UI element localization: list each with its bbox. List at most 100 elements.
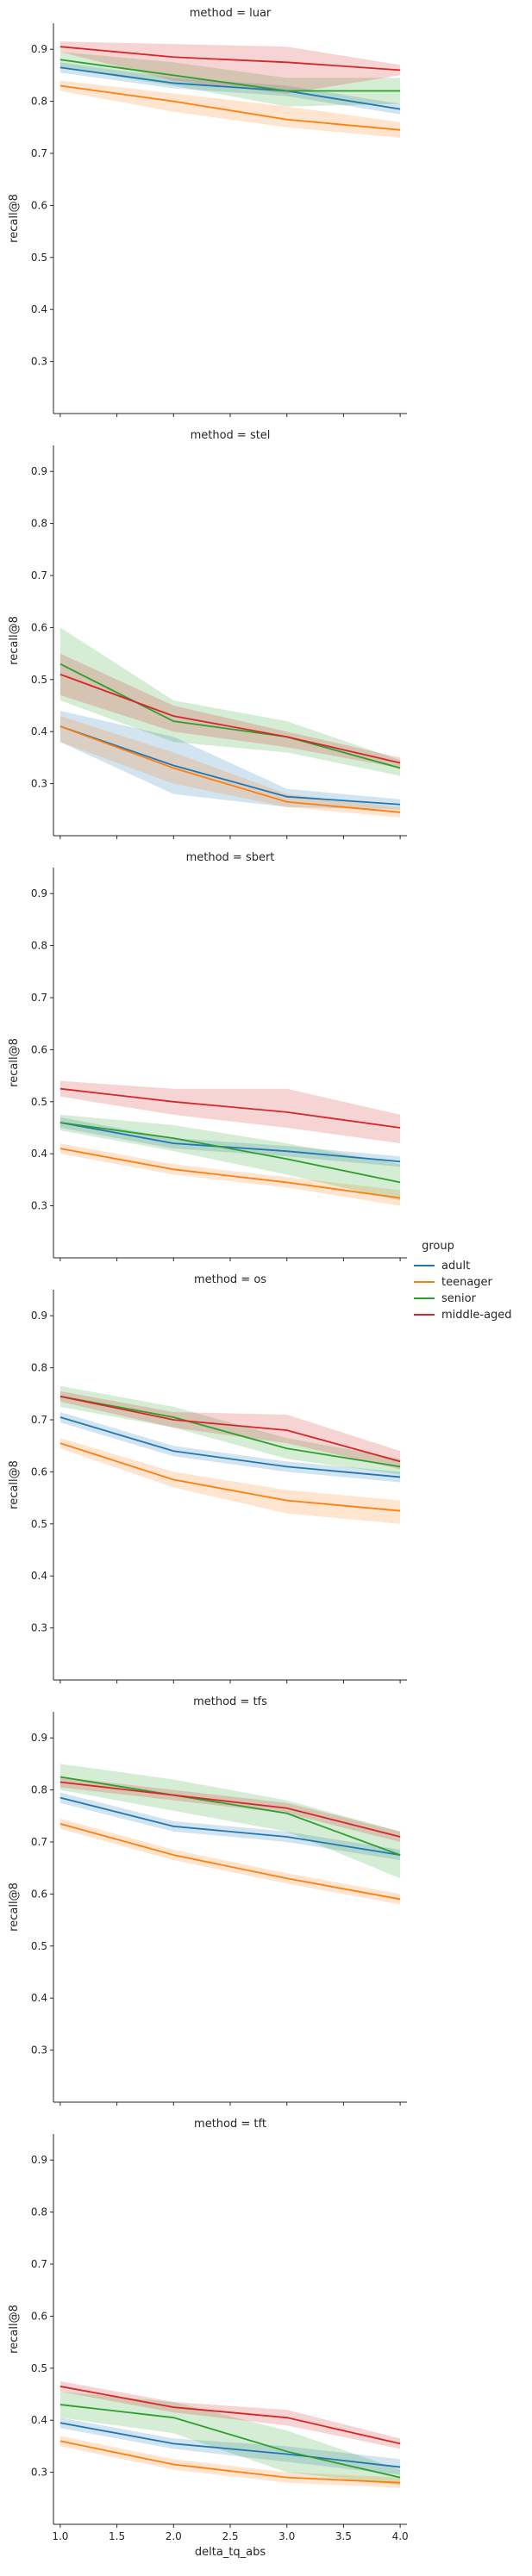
legend-item-teenager: teenager xyxy=(441,1276,493,1289)
facet-panels: method = luar 0.3 0.4 0.5 0.6 0.7 0.8 0.9 recall… xyxy=(8,7,409,2559)
facet-panel-2: method = sbert 0.3 0.4 0.5 0.6 0.7 0.8 0.9 recal… xyxy=(8,851,407,1261)
y-tick-label: 0.5 xyxy=(31,674,47,686)
y-axis-label: recall@8 xyxy=(8,1882,21,1932)
legend-item-senior: senior xyxy=(441,1292,477,1305)
y-tick-label: 0.4 xyxy=(31,725,47,737)
ci-band-adult xyxy=(59,2417,401,2475)
ci-band-adult xyxy=(59,1411,401,1483)
y-tick-label: 0.8 xyxy=(31,96,47,108)
y-tick-label: 0.7 xyxy=(31,2258,47,2270)
y-tick-label: 0.3 xyxy=(31,1622,47,1634)
ci-band-middle-aged xyxy=(59,1080,401,1144)
y-tick-label: 0.5 xyxy=(31,1096,47,1108)
y-tick-label: 0.7 xyxy=(31,992,47,1004)
y-tick-label: 0.9 xyxy=(31,43,47,55)
ci-band-senior xyxy=(59,1114,401,1201)
y-axis-label: recall@8 xyxy=(8,194,21,243)
facet-panel-1: method = stel 0.3 0.4 0.5 0.6 0.7 0.8 0.9 recall… xyxy=(8,429,407,839)
x-tick-label: 1.0 xyxy=(52,2530,68,2542)
y-tick-label: 0.7 xyxy=(31,569,47,582)
series-line-adult xyxy=(59,66,401,110)
y-tick-label: 0.8 xyxy=(31,2206,47,2218)
y-tick-label: 0.6 xyxy=(31,1465,47,1478)
y-tick-label: 0.4 xyxy=(31,1992,47,2004)
y-tick-label: 0.6 xyxy=(31,199,47,211)
facet-panel-0: method = luar 0.3 0.4 0.5 0.6 0.7 0.8 0.9 recall… xyxy=(8,7,407,417)
x-axis-label: delta_tq_abs xyxy=(195,2546,266,2559)
series-line-senior xyxy=(59,663,401,769)
facet-title: method = tfs xyxy=(193,1696,267,1708)
ci-band-middle-aged xyxy=(59,1391,401,1470)
series-line-teenager xyxy=(59,1148,401,1199)
legend-item-middle-aged: middle-aged xyxy=(441,1309,512,1322)
legend-item-adult: adult xyxy=(441,1260,470,1272)
facet-title: method = os xyxy=(194,1273,266,1286)
y-tick-label: 0.8 xyxy=(31,518,47,530)
ci-band-teenager xyxy=(59,80,401,138)
ci-band-middle-aged xyxy=(59,1776,401,1842)
y-tick-label: 0.9 xyxy=(31,2154,47,2166)
series-line-senior xyxy=(59,2404,401,2479)
y-tick-label: 0.5 xyxy=(31,252,47,264)
facet-title: method = stel xyxy=(191,429,271,442)
y-tick-label: 0.7 xyxy=(31,1836,47,1848)
y-tick-label: 0.9 xyxy=(31,1732,47,1744)
y-tick-label: 0.3 xyxy=(31,2467,47,2479)
x-tick-label: 2.5 xyxy=(222,2530,238,2542)
y-tick-label: 0.5 xyxy=(31,2362,47,2374)
series-line-adult xyxy=(59,2422,401,2468)
y-axis-label: recall@8 xyxy=(8,2305,21,2354)
ci-band-adult xyxy=(59,711,401,810)
y-tick-label: 0.9 xyxy=(31,1310,47,1322)
facet-panel-4: method = tfs 0.3 0.4 0.5 0.6 0.7 0.8 0.9 recall@… xyxy=(8,1696,407,2106)
series-line-senior xyxy=(59,1122,401,1184)
x-tick-label: 1.5 xyxy=(109,2530,125,2542)
legend-items: adult teenager senior middle-aged xyxy=(414,1260,512,1322)
y-tick-label: 0.8 xyxy=(31,1784,47,1796)
series-line-teenager xyxy=(59,2440,401,2484)
y-tick-label: 0.8 xyxy=(31,1362,47,1374)
y-tick-label: 0.8 xyxy=(31,940,47,952)
y-tick-label: 0.6 xyxy=(31,1043,47,1055)
y-tick-label: 0.3 xyxy=(31,778,47,790)
y-tick-label: 0.6 xyxy=(31,1888,47,1900)
y-tick-label: 0.7 xyxy=(31,147,47,159)
x-tick-label: 3.5 xyxy=(335,2530,352,2542)
y-tick-label: 0.4 xyxy=(31,2414,47,2426)
y-tick-label: 0.3 xyxy=(31,1200,47,1212)
series-line-middle-aged xyxy=(59,46,401,72)
y-axis-label: recall@8 xyxy=(8,616,21,665)
series-line-adult xyxy=(59,1796,401,1856)
series-line-middle-aged xyxy=(59,673,401,764)
y-tick-label: 0.6 xyxy=(31,2310,47,2322)
y-tick-label: 0.4 xyxy=(31,303,47,315)
ci-band-middle-aged xyxy=(59,2380,401,2449)
y-tick-label: 0.4 xyxy=(31,1148,47,1160)
ci-band-teenager xyxy=(59,1143,401,1206)
series-line-middle-aged xyxy=(59,1087,401,1129)
series-line-adult xyxy=(59,1416,401,1478)
series-line-senior xyxy=(59,1395,401,1468)
facet-panel-5: method = tft 0.3 0.4 0.5 0.6 0.7 0.8 0.9 1.0 1.5 2… xyxy=(8,2118,409,2559)
y-tick-label: 0.5 xyxy=(31,1940,47,1952)
ci-band-senior xyxy=(59,627,401,776)
series-line-adult xyxy=(59,725,401,806)
y-tick-label: 0.3 xyxy=(31,2044,47,2056)
y-tick-label: 0.5 xyxy=(31,1518,47,1530)
legend: group adult teenager senior middle-aged xyxy=(414,1240,512,1322)
y-axis-label: recall@8 xyxy=(8,1038,21,1087)
y-tick-label: 0.9 xyxy=(31,465,47,477)
ci-band-adult xyxy=(59,1792,401,1861)
facet-title: method = sbert xyxy=(186,851,275,864)
series-line-teenager xyxy=(59,725,401,813)
y-tick-label: 0.9 xyxy=(31,887,47,899)
series-line-middle-aged xyxy=(59,2386,401,2445)
x-tick-label: 2.0 xyxy=(166,2530,182,2542)
ci-band-middle-aged xyxy=(59,653,401,768)
ci-band-teenager xyxy=(59,2436,401,2488)
facet-panel-3: method = os 0.3 0.4 0.5 0.6 0.7 0.8 0.9 recall@8 xyxy=(8,1273,407,1683)
legend-title: group xyxy=(422,1240,454,1253)
series-line-teenager xyxy=(59,1822,401,1901)
ci-band-senior xyxy=(59,52,401,107)
